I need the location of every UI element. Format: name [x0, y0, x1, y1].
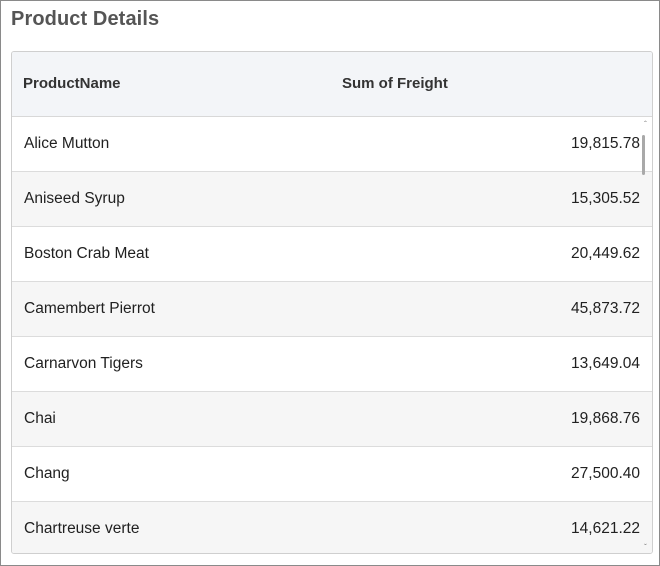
scrollbar-thumb[interactable]: [642, 135, 645, 175]
freight-cell: 27,500.40: [571, 465, 640, 482]
freight-cell: 45,873.72: [571, 300, 640, 317]
freight-cell: 19,868.76: [571, 410, 640, 427]
product-name-cell: Chartreuse verte: [24, 520, 140, 537]
product-name-cell: Chai: [24, 410, 56, 427]
product-name-cell: Boston Crab Meat: [24, 245, 149, 262]
freight-cell: 20,449.62: [571, 245, 640, 262]
product-name-cell: Carnarvon Tigers: [24, 355, 143, 372]
table-row[interactable]: Carnarvon Tigers 13,649.04: [12, 337, 652, 392]
table-row[interactable]: Chang 27,500.40: [12, 447, 652, 502]
grid-header: ProductName Sum of Freight: [12, 52, 652, 117]
product-name-cell: Alice Mutton: [24, 135, 110, 152]
product-name-cell: Camembert Pierrot: [24, 300, 155, 317]
freight-cell: 15,305.52: [571, 190, 640, 207]
freight-cell: 19,815.78: [571, 135, 640, 152]
product-name-cell: Aniseed Syrup: [24, 190, 125, 207]
product-grid: ProductName Sum of Freight Alice Mutton …: [11, 51, 653, 554]
table-row[interactable]: Camembert Pierrot 45,873.72: [12, 282, 652, 337]
column-header-sum-of-freight[interactable]: Sum of Freight: [342, 75, 448, 92]
table-row[interactable]: Boston Crab Meat 20,449.62: [12, 227, 652, 282]
page-title: Product Details: [11, 8, 160, 30]
table-row[interactable]: Chartreuse verte 14,621.22: [12, 502, 652, 553]
column-header-productname[interactable]: ProductName: [23, 75, 121, 92]
chevron-down-icon[interactable]: ˇ: [644, 543, 647, 552]
product-name-cell: Chang: [24, 465, 70, 482]
freight-cell: 13,649.04: [571, 355, 640, 372]
vertical-scrollbar[interactable]: ˆ ˇ: [640, 117, 652, 553]
table-row[interactable]: Chai 19,868.76: [12, 392, 652, 447]
table-row[interactable]: Alice Mutton 19,815.78: [12, 117, 652, 172]
freight-cell: 14,621.22: [571, 520, 640, 537]
chevron-up-icon[interactable]: ˆ: [644, 120, 647, 129]
grid-body: Alice Mutton 19,815.78 Aniseed Syrup 15,…: [12, 117, 652, 553]
table-row[interactable]: Aniseed Syrup 15,305.52: [12, 172, 652, 227]
